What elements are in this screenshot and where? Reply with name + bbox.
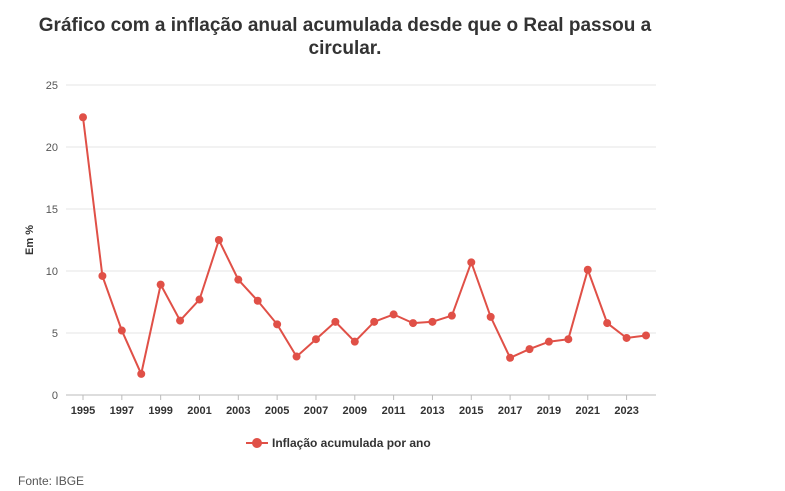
data-point-2015[interactable] — [467, 258, 476, 267]
x-tick-label: 2001 — [187, 405, 211, 417]
data-point-1998[interactable] — [137, 369, 146, 378]
source-note: Fonte: IBGE — [18, 474, 85, 488]
y-tick-label: 25 — [46, 80, 58, 92]
data-point-1995[interactable] — [79, 113, 87, 122]
y-axis-ticks: 0 5 10 15 20 25 — [46, 80, 58, 402]
legend-marker — [246, 438, 268, 448]
x-tick-label: 2009 — [343, 405, 367, 417]
y-tick-label: 15 — [46, 204, 58, 216]
data-point-2018[interactable] — [525, 345, 534, 354]
y-tick-label: 20 — [46, 142, 58, 154]
y-tick-label: 0 — [52, 390, 58, 402]
gridlines — [66, 84, 656, 396]
data-point-2019[interactable] — [544, 337, 553, 346]
x-tick-label: 2011 — [382, 405, 406, 417]
data-point-2000[interactable] — [176, 316, 185, 325]
x-tick-label: 2003 — [226, 405, 250, 417]
x-tick-label: 1995 — [71, 405, 95, 417]
data-point-2024[interactable] — [642, 331, 650, 340]
chart-title: Gráfico com a inflação anual acumulada d… — [38, 15, 652, 59]
data-point-2009[interactable] — [350, 337, 359, 346]
data-point-2011[interactable] — [389, 310, 398, 319]
data-point-2016[interactable] — [486, 312, 495, 321]
data-point-1999[interactable] — [156, 280, 165, 289]
data-point-1997[interactable] — [117, 326, 126, 335]
data-point-2010[interactable] — [370, 317, 379, 326]
x-tick-label: 2007 — [304, 405, 328, 417]
data-point-2020[interactable] — [564, 335, 573, 344]
data-point-2001[interactable] — [195, 295, 204, 304]
data-point-2021[interactable] — [583, 265, 592, 274]
data-point-2022[interactable] — [603, 319, 612, 328]
x-tick-label: 2005 — [265, 405, 289, 417]
x-tick-label: 2019 — [537, 405, 561, 417]
series-line-inflation — [82, 117, 647, 378]
legend-label: Inflação acumulada por ano — [272, 436, 431, 450]
x-tick-label: 2015 — [459, 405, 483, 417]
data-point-2008[interactable] — [331, 317, 340, 326]
data-point-2017[interactable] — [506, 353, 515, 362]
data-point-2012[interactable] — [409, 319, 418, 328]
data-point-2014[interactable] — [447, 311, 456, 320]
data-point-2002[interactable] — [214, 236, 223, 244]
x-tick-label: 2021 — [576, 405, 600, 417]
x-axis-ticks: 1995 1997 1999 2001 2003 2005 2007 2009 2011 2013… — [71, 395, 639, 417]
x-tick-label: 2023 — [614, 405, 638, 417]
series-points — [79, 113, 650, 378]
y-axis-label: Em % — [24, 225, 36, 255]
y-tick-label: 5 — [52, 328, 58, 340]
data-point-2003[interactable] — [234, 275, 243, 284]
data-point-2004[interactable] — [253, 296, 262, 305]
x-tick-label: 1997 — [110, 405, 134, 417]
data-point-2023[interactable] — [622, 333, 631, 342]
legend[interactable]: Inflação acumulada por ano — [246, 436, 431, 450]
x-tick-label: 2013 — [420, 405, 444, 417]
y-tick-label: 10 — [46, 266, 58, 278]
data-point-2005[interactable] — [273, 320, 282, 329]
data-point-2006[interactable] — [292, 352, 301, 361]
data-point-2013[interactable] — [428, 317, 437, 326]
data-point-1996[interactable] — [98, 271, 107, 280]
x-tick-label: 2017 — [498, 405, 522, 417]
x-tick-label: 1999 — [148, 405, 172, 417]
data-point-2007[interactable] — [311, 335, 320, 344]
